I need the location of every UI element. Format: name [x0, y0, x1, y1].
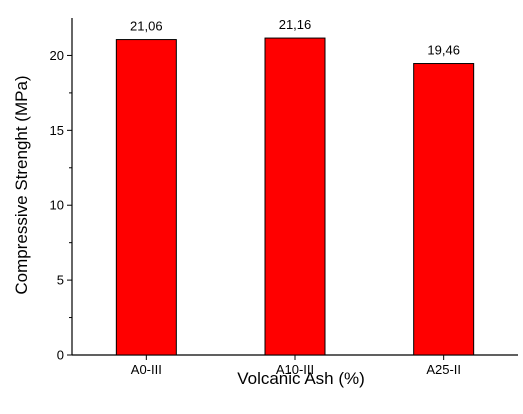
data-label: 21,06 — [130, 19, 163, 34]
y-tick-label: 5 — [57, 273, 64, 288]
x-tick-label: A25-II — [426, 362, 461, 377]
bar — [264, 37, 326, 356]
x-tick-label: A10-III — [276, 362, 314, 377]
bar — [413, 63, 475, 356]
y-axis-title: Compressive Strenght (MPa) — [12, 75, 31, 294]
data-label: 19,46 — [427, 43, 460, 58]
y-tick-label: 10 — [50, 198, 64, 213]
x-tick-label: A0-III — [131, 362, 162, 377]
chart-labels: 0 5 10 15 20 A0-III 21,06 A10-III 21,16 A25-II 19,… — [50, 17, 461, 377]
y-tick-label: 20 — [50, 48, 64, 63]
y-tick-label: 0 — [57, 348, 64, 363]
data-label: 21,16 — [279, 17, 312, 32]
y-tick-label: 15 — [50, 123, 64, 138]
bar — [115, 39, 177, 356]
x-axis-title: Volcanic Ash (%) — [237, 369, 365, 388]
chart-bars — [115, 37, 475, 356]
